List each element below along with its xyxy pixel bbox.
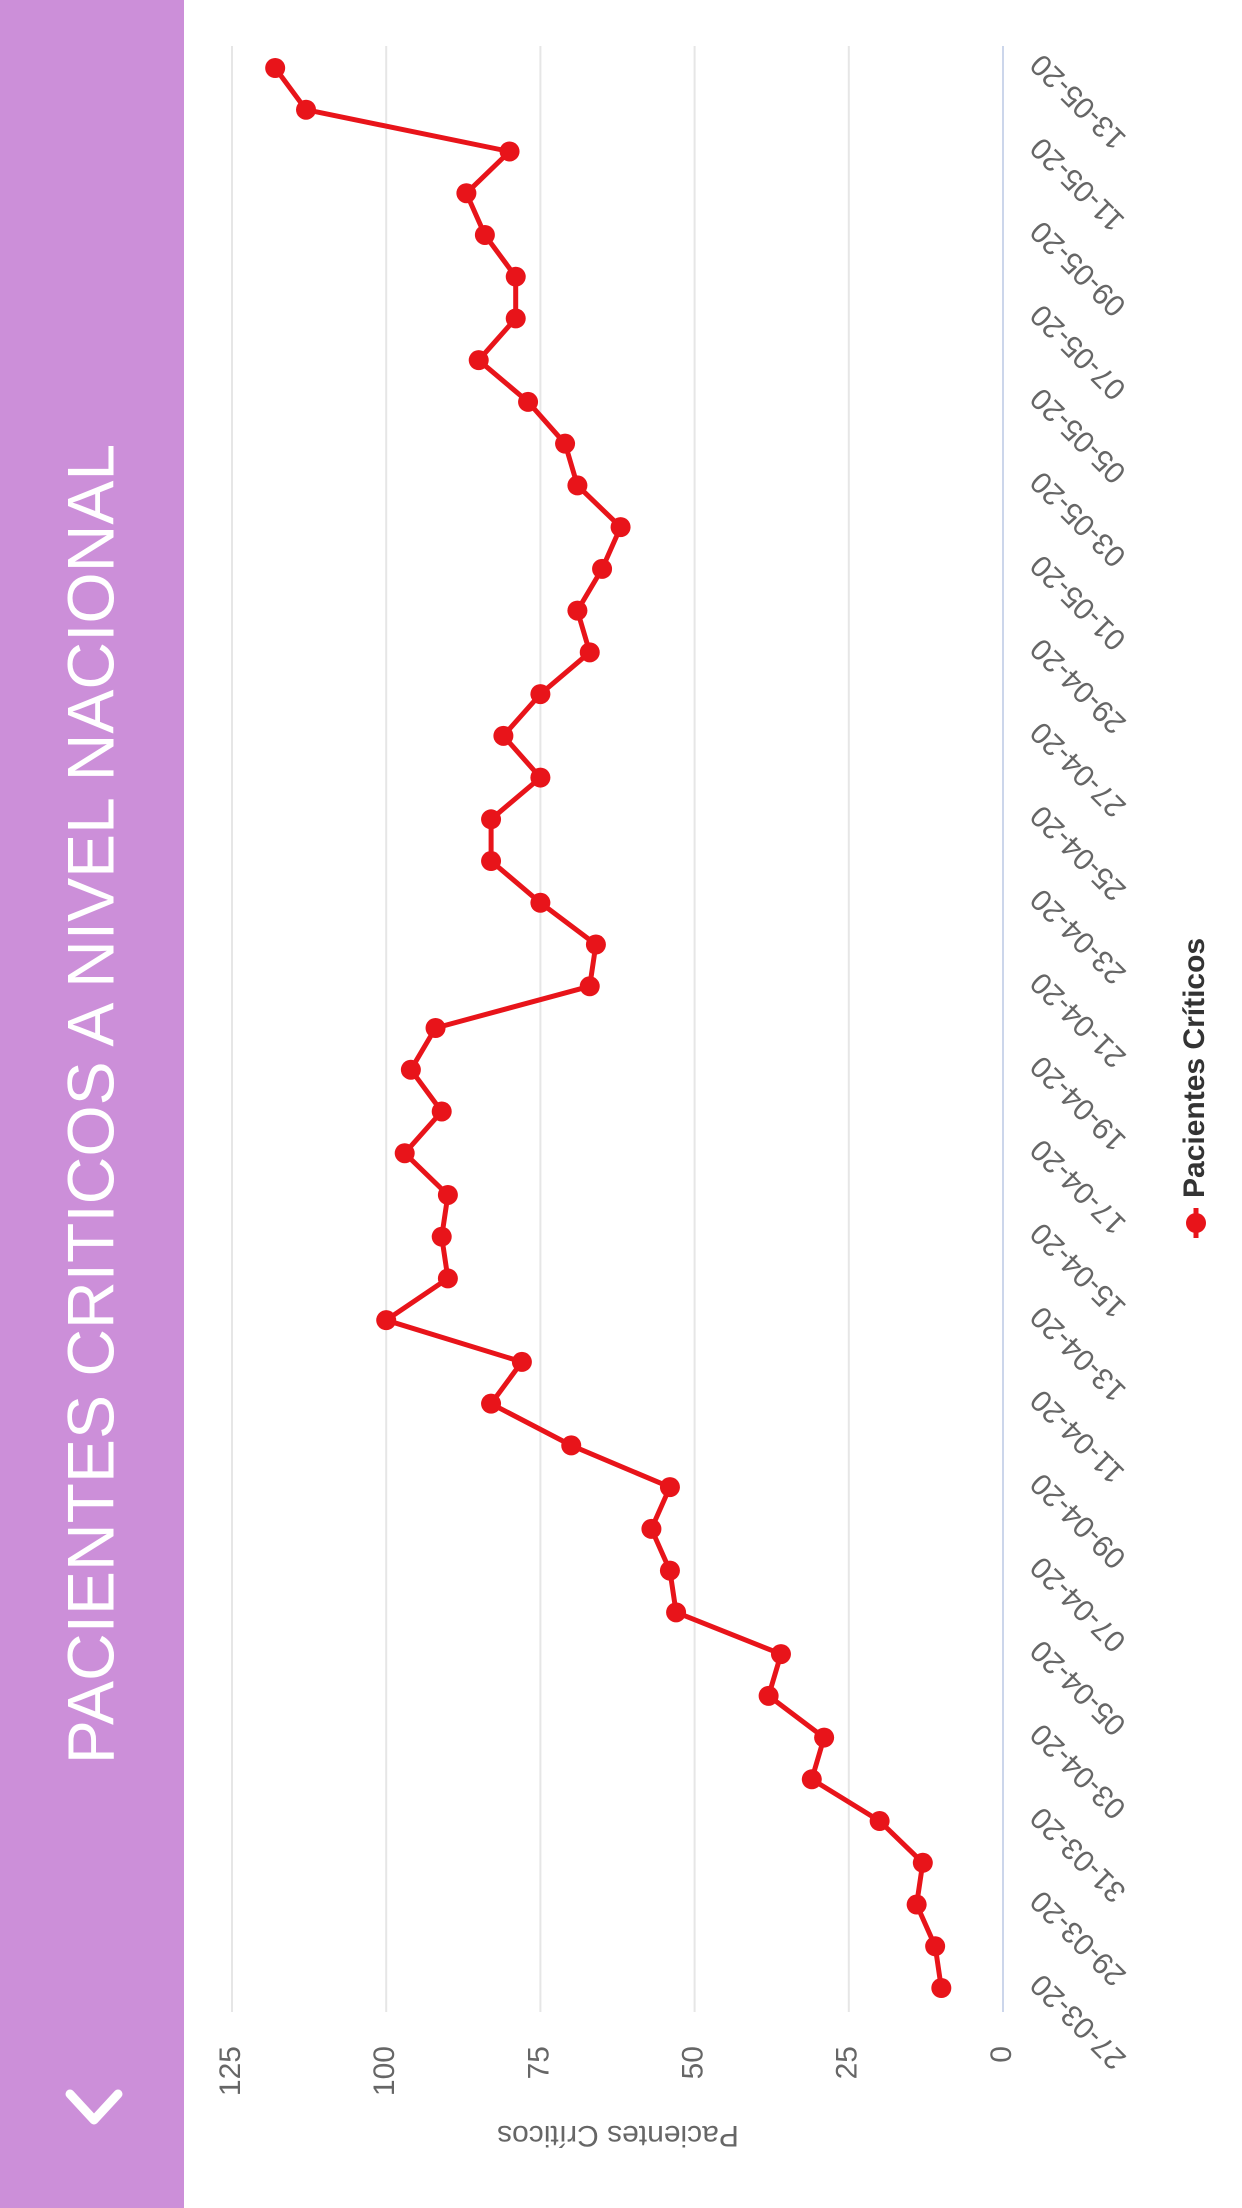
data-point [869, 1811, 890, 1832]
data-point [666, 1602, 687, 1623]
header-bar [0, 0, 184, 2208]
data-point [641, 1518, 662, 1539]
data-point [585, 934, 606, 955]
data-point [561, 1435, 582, 1456]
y-tick-label: 100 [368, 2046, 401, 2096]
data-point [659, 1560, 680, 1581]
data-point [931, 1978, 952, 1998]
legend-marker [1186, 1213, 1206, 1233]
data-point [456, 183, 477, 204]
data-point [814, 1727, 835, 1748]
data-point [481, 851, 502, 872]
data-point [265, 58, 286, 78]
data-point [376, 1310, 397, 1331]
data-point [758, 1685, 779, 1706]
y-axis-title: Pacientes Críticos [497, 2119, 739, 2152]
data-point [659, 1477, 680, 1498]
header-title: PACIENTES CRITICOS A NIVEL NACIONAL [53, 444, 127, 1764]
y-tick-label: 75 [522, 2046, 555, 2079]
data-point [481, 809, 502, 830]
data-point [801, 1769, 822, 1790]
data-point [296, 99, 317, 120]
y-tick-label: 50 [677, 2046, 710, 2079]
back-button[interactable] [65, 2089, 123, 2125]
landscape-view: PACIENTES CRITICOS A NIVEL NACIONAL Paci… [0, 0, 1211, 2208]
data-point [518, 391, 539, 412]
data-point [400, 1059, 421, 1080]
y-tick-label: 0 [985, 2046, 1018, 2063]
data-point [425, 1018, 446, 1038]
data-point [567, 475, 588, 496]
data-point [925, 1936, 946, 1957]
legend-label: Pacientes Críticos [1178, 938, 1211, 1198]
data-point [579, 976, 600, 997]
data-point [505, 266, 526, 287]
data-point [431, 1101, 452, 1122]
data-point [468, 350, 489, 371]
data-point [592, 558, 613, 579]
data-point [511, 1351, 532, 1372]
data-point [431, 1226, 452, 1247]
y-tick-label: 125 [214, 2046, 247, 2096]
data-point [770, 1644, 791, 1665]
data-point [567, 600, 588, 621]
data-point [555, 433, 576, 454]
data-point [579, 642, 600, 663]
data-point [530, 892, 551, 913]
data-point [481, 1393, 502, 1414]
data-point [530, 767, 551, 788]
y-tick-label: 25 [831, 2046, 864, 2079]
data-point [474, 224, 495, 245]
data-point [530, 684, 551, 705]
data-point [912, 1852, 933, 1873]
data-point [610, 517, 631, 538]
data-point [394, 1143, 415, 1164]
data-point [499, 141, 520, 162]
series-line [273, 66, 944, 1989]
data-point [906, 1894, 927, 1915]
data-point [505, 308, 526, 329]
data-point [437, 1268, 458, 1289]
data-point [437, 1184, 458, 1205]
data-point [493, 725, 514, 746]
